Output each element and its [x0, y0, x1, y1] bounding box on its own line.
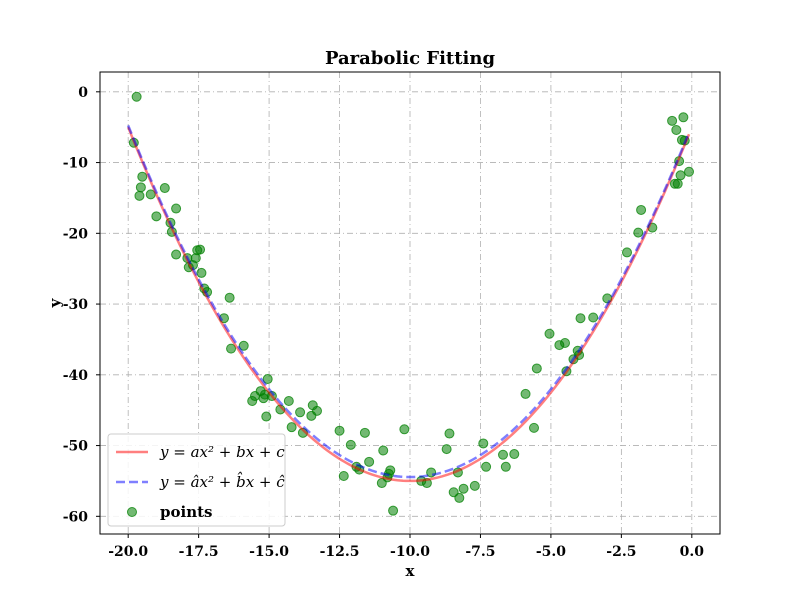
- data-point: [520, 388, 531, 399]
- y-tick-label: -40: [63, 368, 89, 384]
- data-point: [544, 328, 555, 339]
- data-point: [399, 424, 410, 435]
- data-point: [675, 170, 686, 181]
- data-point: [458, 483, 469, 494]
- x-tick-label: -7.5: [465, 544, 495, 560]
- data-point: [444, 428, 455, 439]
- data-point: [131, 91, 142, 102]
- data-point: [359, 427, 370, 438]
- data-point: [575, 313, 586, 324]
- legend-box: [107, 433, 286, 527]
- true-curve: [127, 126, 691, 483]
- y-tick-label: -50: [63, 439, 89, 455]
- data-point: [135, 182, 146, 193]
- data-point: [498, 449, 508, 460]
- x-tick-label: -10.0: [390, 544, 430, 560]
- y-tick-label: -30: [63, 297, 89, 313]
- data-point: [378, 445, 389, 456]
- data-point: [478, 438, 489, 449]
- y-tick-label: 0: [78, 85, 88, 101]
- x-tick-label: -5.0: [536, 544, 566, 560]
- data-point: [334, 425, 345, 436]
- data-point: [159, 183, 170, 194]
- data-point: [151, 211, 162, 222]
- data-point: [224, 292, 235, 303]
- data-point: [364, 456, 375, 467]
- data-point: [636, 204, 647, 215]
- y-tick-label: -10: [63, 156, 89, 172]
- y-tick-label: -60: [63, 509, 89, 525]
- data-point: [385, 465, 396, 476]
- data-point: [509, 449, 520, 460]
- data-point: [560, 337, 570, 348]
- data-point: [388, 505, 399, 516]
- x-tick-label: -2.5: [606, 544, 636, 560]
- data-point: [196, 267, 207, 278]
- data-point: [338, 470, 349, 481]
- fitted-curve: [127, 124, 691, 479]
- data-point: [195, 244, 206, 255]
- legend-label: y = ax² + bx + c: [159, 443, 285, 461]
- chart-title: Parabolic Fitting: [325, 48, 496, 69]
- data-point: [622, 247, 632, 258]
- legend-swatch: [127, 507, 137, 517]
- y-ticks: 0 -10 -20 -30 -40 -50 -60: [63, 85, 100, 525]
- grid: [100, 72, 720, 534]
- data-point: [481, 461, 492, 472]
- data-point: [226, 343, 237, 354]
- data-point: [633, 227, 644, 238]
- data-point: [667, 115, 678, 126]
- legend: y = ax² + bx + c y = âx² + b̂x + ĉ points: [107, 433, 286, 527]
- y-axis-label: y: [46, 297, 64, 308]
- data-point: [261, 411, 272, 422]
- data-point: [441, 444, 452, 455]
- legend-label: points: [160, 503, 212, 521]
- data-point: [500, 461, 511, 472]
- data-point: [171, 203, 182, 214]
- data-point: [312, 405, 322, 416]
- x-ticks: -20.0 -17.5 -15.0 -12.5 -10.0 -7.5 -5.0 -2.5 0.0: [108, 534, 704, 560]
- x-axis-label: x: [406, 562, 416, 580]
- x-tick-label: -17.5: [179, 544, 219, 560]
- x-tick-label: 0.0: [680, 544, 705, 560]
- data-point: [454, 492, 465, 503]
- legend-label: y = âx² + b̂x + ĉ: [159, 472, 285, 491]
- data-point: [588, 312, 599, 323]
- data-point: [531, 363, 542, 374]
- y-tick-label: -20: [63, 226, 89, 242]
- data-point: [678, 112, 689, 123]
- data-point: [684, 166, 694, 177]
- data-point: [171, 249, 182, 260]
- series-layer: [127, 91, 694, 516]
- x-tick-label: -15.0: [249, 544, 289, 560]
- data-point: [469, 480, 480, 491]
- data-point: [286, 422, 297, 433]
- data-point: [283, 395, 294, 406]
- data-point: [529, 422, 539, 433]
- data-point: [295, 407, 306, 418]
- data-point: [137, 171, 148, 182]
- x-tick-label: -12.5: [320, 544, 360, 560]
- data-point: [262, 374, 273, 385]
- x-tick-label: -20.0: [108, 544, 148, 560]
- data-point: [345, 439, 356, 450]
- data-point: [671, 125, 682, 136]
- data-point: [672, 178, 683, 189]
- data-point: [134, 190, 145, 201]
